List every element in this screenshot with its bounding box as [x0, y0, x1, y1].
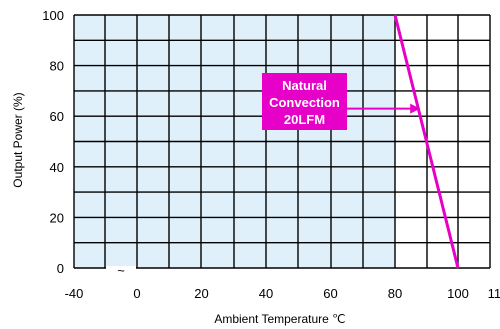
annotation-convection: Natural Convection 20LFM: [262, 73, 421, 130]
y-tick-label: 0: [57, 261, 64, 276]
x-tick-label: 40: [259, 286, 273, 301]
x-tick-label: 100: [447, 286, 469, 301]
y-tick-label: 20: [50, 210, 64, 225]
y-tick-label: 100: [42, 8, 64, 23]
x-tick-label: 60: [323, 286, 337, 301]
x-tick-label: 110: [488, 286, 500, 301]
x-tick-label: 0: [133, 286, 140, 301]
axis-break-gap: [106, 266, 136, 270]
x-tick-label: 20: [194, 286, 208, 301]
annotation-arrow-head: [410, 103, 421, 114]
annotation-text: 20LFM: [284, 112, 325, 127]
y-axis-label: Output Power (%): [11, 92, 25, 187]
plot-area: ~020406080100-40020406080100110NaturalCo…: [42, 8, 500, 301]
annotation-text: Convection: [269, 95, 340, 110]
annotation-box: [262, 73, 347, 130]
axis-break-symbol: ~: [117, 263, 125, 278]
x-axis-label: Ambient Temperature ℃: [214, 312, 345, 326]
x-tick-label: -40: [65, 286, 84, 301]
x-tick-label: 80: [388, 286, 402, 301]
derating-line: [393, 14, 460, 269]
annotation-text: Natural: [282, 78, 327, 93]
y-tick-label: 60: [50, 109, 64, 124]
y-tick-label: 80: [50, 59, 64, 74]
y-tick-label: 40: [50, 160, 64, 175]
